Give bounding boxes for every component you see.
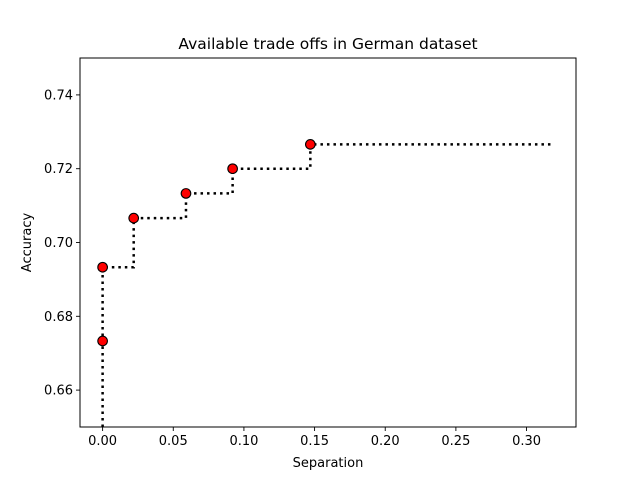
y-tick-label: 0.70 [44, 236, 73, 251]
plot-area [97, 139, 551, 427]
y-tick-label: 0.68 [44, 310, 73, 325]
data-point [97, 335, 108, 347]
data-point [97, 261, 108, 273]
x-tick-label: 0.30 [512, 434, 541, 449]
data-point [227, 163, 238, 175]
y-axis-ticks: 0.66 0.68 0.70 0.72 0.74 [44, 88, 80, 399]
plot-content [97, 139, 551, 427]
y-axis-label: Accuracy [20, 213, 35, 273]
step-line [101, 143, 551, 427]
chart-title: Available trade offs in German dataset [178, 35, 477, 53]
x-tick-label: 0.10 [229, 434, 258, 449]
x-axis-label: Separation [293, 456, 364, 471]
x-tick-label: 0.20 [371, 434, 400, 449]
y-tick-label: 0.66 [44, 384, 73, 399]
x-tick-label: 0.15 [300, 434, 329, 449]
data-point [304, 139, 316, 150]
y-tick-label: 0.72 [44, 162, 73, 177]
x-tick-label: 0.25 [441, 434, 470, 449]
data-point [180, 188, 192, 199]
y-tick-label: 0.74 [44, 88, 73, 103]
data-point [128, 212, 140, 224]
x-axis-ticks: 0.00 0.05 0.10 0.15 0.20 0.25 0.30 [88, 427, 541, 449]
x-tick-label: 0.05 [159, 434, 188, 449]
x-tick-label: 0.00 [88, 434, 117, 449]
